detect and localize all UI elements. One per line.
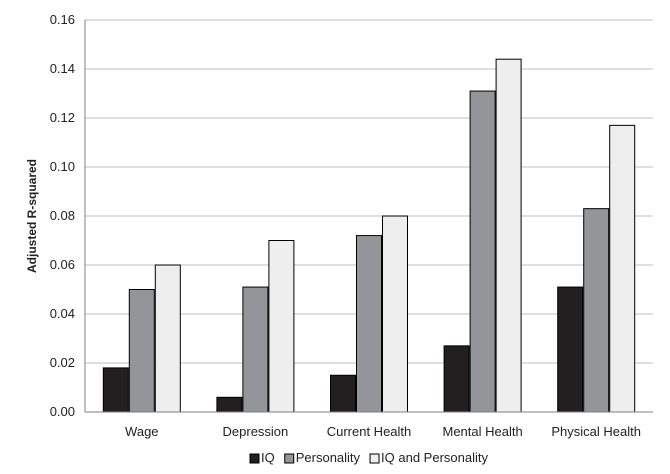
x-category-label: Current Health — [327, 424, 412, 439]
bar-iq-current-health — [330, 374, 356, 413]
legend-swatch — [249, 453, 260, 464]
bar-personality-mental-health — [469, 90, 496, 413]
x-category-label: Depression — [223, 424, 289, 439]
bar-iq-depression — [216, 396, 243, 413]
legend-label: IQ — [261, 450, 275, 465]
bar-iq-and-personality-wage — [154, 264, 181, 413]
bar-personality-wage — [128, 289, 155, 413]
y-tick-label: 0.10 — [50, 159, 75, 174]
legend: IQ Personality IQ and Personality — [249, 450, 488, 465]
bar-iq-and-personality-physical-health — [609, 124, 636, 413]
y-tick-label: 0.12 — [50, 110, 75, 125]
bar-iq-wage — [102, 367, 129, 413]
y-tick-label: 0.16 — [50, 12, 75, 27]
legend-item-iq-and-personality: IQ and Personality — [369, 450, 488, 465]
bar-personality-current-health — [356, 235, 382, 413]
y-axis-tick-labels: 0.00 0.02 0.04 0.06 0.08 0.10 0.12 0.14 0.16 — [50, 12, 75, 419]
legend-item-personality: Personality — [284, 450, 361, 465]
y-tick-label: 0.02 — [50, 355, 75, 370]
legend-label: IQ and Personality — [381, 450, 488, 465]
bar-iq-and-personality-mental-health — [495, 58, 522, 413]
bar-iq-and-personality-current-health — [382, 215, 408, 413]
x-category-label: Mental Health — [442, 424, 522, 439]
bar-iq-physical-health — [557, 286, 584, 413]
y-tick-label: 0.14 — [50, 61, 75, 76]
y-tick-label: 0.04 — [50, 306, 75, 321]
bar-personality-physical-health — [583, 208, 610, 413]
legend-swatch — [369, 453, 380, 464]
x-category-label: Physical Health — [551, 424, 641, 439]
x-category-label: Wage — [125, 424, 158, 439]
legend-label: Personality — [296, 450, 361, 465]
y-tick-label: 0.08 — [50, 208, 75, 223]
bar-iq-and-personality-depression — [268, 240, 295, 413]
bars — [102, 58, 636, 413]
legend-swatch — [284, 453, 295, 464]
bar-iq-mental-health — [443, 345, 470, 413]
y-tick-label: 0.06 — [50, 257, 75, 272]
bar-personality-depression — [242, 286, 269, 413]
x-axis-category-labels: Wage Depression Current Health Mental Healt… — [125, 424, 641, 439]
y-axis-title: Adjusted R-squared — [25, 159, 39, 273]
y-tick-label: 0.00 — [50, 404, 75, 419]
legend-item-iq: IQ — [249, 450, 275, 465]
